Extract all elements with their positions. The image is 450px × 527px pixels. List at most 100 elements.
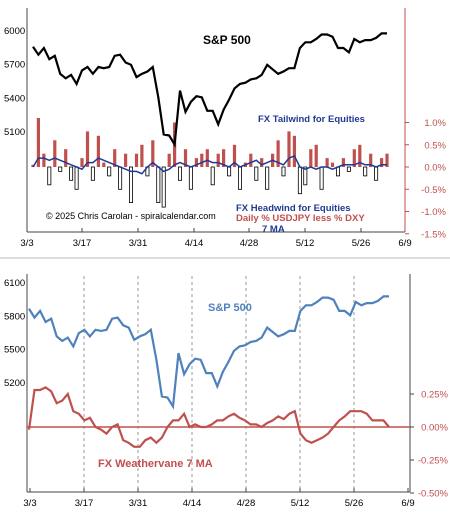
top-left-tick-labels: 6000 5700 5400 5100 bbox=[4, 26, 25, 138]
top-bar-positive bbox=[369, 153, 373, 167]
bottom-spx-label: S&P 500 bbox=[208, 302, 252, 314]
bottom-x-tick-label: 3/3 bbox=[23, 498, 36, 509]
top-x-tick-label: 5/12 bbox=[296, 238, 315, 249]
top-x-tick-label: 6/9 bbox=[398, 238, 411, 249]
bottom-left-tick-labels: 6100 5800 5500 5200 bbox=[4, 278, 25, 389]
top-bar-positive bbox=[53, 140, 57, 167]
top-bar-positive bbox=[325, 158, 329, 167]
top-left-tick-label: 5100 bbox=[4, 127, 25, 138]
top-bar-positive bbox=[314, 144, 318, 168]
bottom-x-tick-label: 5/12 bbox=[291, 498, 310, 509]
top-ma-line bbox=[32, 154, 387, 175]
bottom-x-tick-label: 3/31 bbox=[129, 498, 148, 509]
top-x-tick-label: 3/17 bbox=[73, 238, 92, 249]
top-bar-positive bbox=[260, 158, 264, 167]
top-bar-positive bbox=[276, 140, 280, 167]
top-bar-negative bbox=[265, 166, 270, 190]
bottom-right-tick-label: 0.25% bbox=[421, 390, 448, 401]
top-x-tick-labels: 3/3 3/17 3/31 4/14 4/28 5/12 5/26 6/9 bbox=[20, 238, 411, 249]
top-bar-negative bbox=[227, 166, 232, 177]
top-bar-positive bbox=[124, 153, 128, 167]
top-bar-positive bbox=[358, 144, 362, 168]
top-bar-negative bbox=[161, 166, 166, 208]
bottom-left-tick-label: 5800 bbox=[4, 311, 25, 322]
top-bar-negative bbox=[188, 166, 193, 190]
top-bar-negative bbox=[210, 166, 215, 186]
top-bar-negative bbox=[177, 166, 182, 181]
top-bar-positive bbox=[183, 149, 188, 167]
top-bar-positive bbox=[96, 135, 100, 167]
copyright-label: © 2025 Chris Carolan - spiralcalendar.co… bbox=[46, 211, 216, 221]
top-left-tick-label: 5400 bbox=[4, 93, 25, 104]
top-bar-negative bbox=[335, 166, 340, 177]
top-right-tick-label: 0.0% bbox=[424, 163, 446, 174]
top-bar-positive bbox=[330, 162, 335, 167]
bottom-x-tick-label: 3/17 bbox=[75, 498, 94, 509]
top-bar-negative bbox=[319, 166, 324, 190]
bottom-right-tick-label: -0.25% bbox=[418, 456, 449, 467]
bar-desc-label: Daily % USDJPY less % DXY bbox=[236, 213, 365, 224]
top-bar-positive bbox=[167, 153, 171, 167]
top-x-tick-label: 4/28 bbox=[240, 238, 259, 249]
top-x-tick-label: 5/26 bbox=[352, 238, 371, 249]
top-bar-positive bbox=[232, 144, 237, 168]
top-bar-negative bbox=[74, 166, 79, 190]
bottom-vane-label: FX Weathervane 7 MA bbox=[98, 458, 213, 470]
top-bar-negative bbox=[303, 166, 308, 186]
top-bar-positive bbox=[85, 131, 90, 167]
top-bar-positive bbox=[151, 140, 155, 167]
top-right-tick-label: -1.5% bbox=[421, 229, 446, 240]
top-right-tick-label: 0.5% bbox=[424, 140, 446, 151]
top-bar-positive bbox=[216, 153, 220, 167]
top-bar-negative bbox=[281, 166, 286, 177]
top-bar-positive bbox=[42, 153, 46, 167]
top-bar-negative bbox=[47, 166, 52, 186]
top-bar-positive bbox=[140, 144, 144, 168]
top-bar-negative bbox=[237, 166, 242, 190]
top-bar-negative bbox=[363, 166, 368, 177]
top-bar-negative bbox=[374, 166, 379, 181]
fx-tailwind-label: FX Tailwind for Equities bbox=[258, 114, 365, 125]
fx-headwind-label: FX Headwind for Equities bbox=[236, 203, 351, 214]
top-bar-positive bbox=[287, 131, 291, 167]
top-bar-positive bbox=[380, 158, 384, 167]
bottom-x-tick-label: 4/14 bbox=[183, 498, 202, 509]
bottom-right-tick-label: -0.50% bbox=[418, 489, 449, 500]
bottom-spx-line bbox=[28, 295, 389, 410]
bottom-left-tick-label: 5200 bbox=[4, 378, 25, 389]
top-bar-negative bbox=[128, 166, 133, 203]
top-bar-negative bbox=[118, 166, 123, 190]
bottom-vane-line bbox=[27, 386, 390, 448]
top-bar-positive bbox=[80, 158, 84, 167]
top-bar-negative bbox=[346, 166, 351, 172]
ma-label: 7 MA bbox=[262, 224, 285, 235]
top-left-tick-label: 6000 bbox=[4, 26, 25, 37]
top-bar-positive bbox=[36, 118, 40, 167]
top-bar-negative bbox=[156, 166, 161, 203]
top-x-tick-label: 3/3 bbox=[20, 238, 33, 249]
top-bar-positive bbox=[309, 149, 313, 167]
top-bar-positive bbox=[385, 153, 389, 167]
top-bar-positive bbox=[134, 153, 139, 167]
bottom-x-tick-labels: 3/3 3/17 3/31 4/14 4/28 5/12 5/26 6/9 bbox=[23, 498, 414, 509]
top-right-tick-label: 1.0% bbox=[424, 118, 446, 129]
top-bar-negative bbox=[69, 166, 74, 181]
top-bar-negative bbox=[90, 166, 95, 181]
bottom-x-tick-label: 5/26 bbox=[345, 498, 364, 509]
bottom-x-tick-label: 4/28 bbox=[237, 498, 256, 509]
top-bar-negative bbox=[107, 166, 112, 177]
top-right-tick-labels: 1.0% 0.5% 0.0% -0.5% -1.0% -1.5% bbox=[405, 118, 447, 240]
top-bar-positive bbox=[64, 149, 68, 167]
top-bar-negative bbox=[297, 166, 302, 195]
top-bar-negative bbox=[254, 166, 259, 181]
top-bar-positive bbox=[249, 153, 253, 167]
top-bar-positive bbox=[102, 162, 106, 167]
top-panel: 6000 5700 5400 5100 1.0% 0.5% 0.0% -0.5% -1.0% -… bbox=[4, 8, 447, 249]
top-bar-positive bbox=[205, 149, 209, 167]
bottom-left-tick-label: 6100 bbox=[4, 278, 25, 289]
top-title: S&P 500 bbox=[203, 33, 251, 47]
top-bar-positive bbox=[200, 153, 204, 167]
